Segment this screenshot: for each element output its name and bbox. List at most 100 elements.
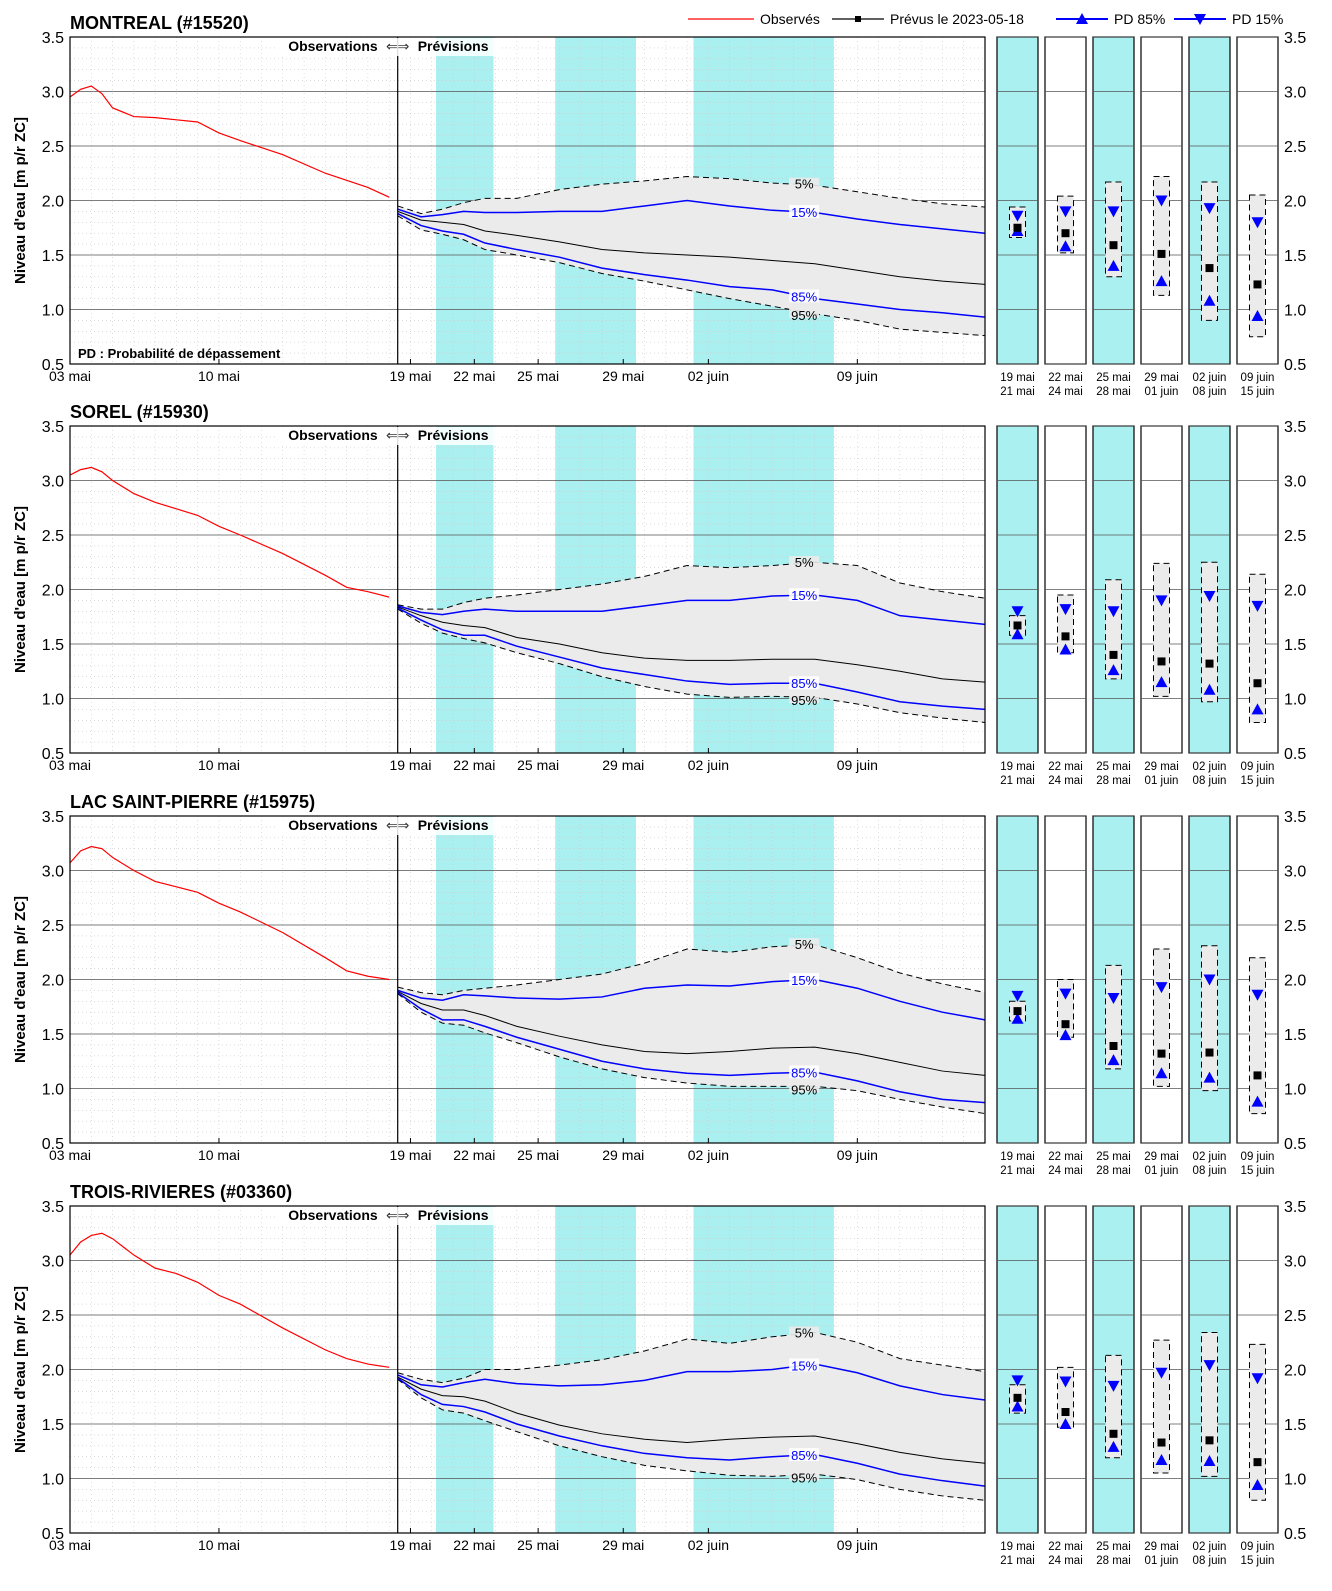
curve-label-bg [789,1448,820,1462]
period-pd15-marker [1059,988,1072,1000]
y-tick-label: 1.5 [42,1417,64,1434]
x-tick-label: 25 mai [517,368,559,384]
previsions-label: Prévisions [418,1207,489,1223]
p5-line [397,561,986,610]
period-range-box [1105,964,1122,1070]
station-panel: SOREL (#15930) Niveau d'eau [m p/r ZC] 5% 1… [12,402,1306,787]
period-pd85-marker [1107,259,1120,271]
period-label-top: 22 mai [1048,1541,1083,1553]
period-label-top: 02 juin [1193,1541,1227,1553]
y-tick-label-right: 3.5 [1284,30,1306,47]
y-tick-label-right: 1.5 [1284,1417,1306,1434]
y-tick-label: 2.0 [42,973,64,990]
panel-title: MONTREAL (#15520) [70,13,249,33]
period-median-marker [1013,1007,1022,1016]
x-tick-label: 03 mai [49,368,91,384]
curve-label-bg [789,588,820,602]
period-pd85-marker [1059,240,1072,252]
arrow-glyph: ⇐⇒ [386,1207,410,1223]
period-label-top: 25 mai [1096,372,1131,384]
previsions-label: Prévisions [418,38,489,54]
curve-label: 5% [795,937,814,952]
period-pd15-marker [1107,606,1120,618]
period-pd85-marker [1059,1029,1072,1041]
period-pd15-marker [1155,595,1168,607]
y-tick-label-right: 2.5 [1284,918,1306,935]
curve-label: 95% [791,693,817,708]
y-tick-label: 0.5 [42,1136,64,1153]
curve-label: 85% [791,1448,817,1463]
period-pd85-marker [1155,1453,1168,1465]
observations-label: Observations [288,1207,378,1223]
period-label-bottom: 28 mai [1096,386,1131,398]
curve-label: 85% [791,1065,817,1080]
observed-line [69,85,390,198]
y-tick-label: 1.5 [42,1027,64,1044]
x-tick-label: 29 mai [602,1537,644,1553]
panel-title: SOREL (#15930) [70,402,209,422]
x-tick-label: 10 mai [198,757,240,773]
y-tick-label-right: 2.5 [1284,528,1306,545]
period-label-bottom: 01 juin [1145,1165,1179,1177]
curve-label-bg [789,1326,820,1340]
period-label-bottom: 08 juin [1193,386,1227,398]
period-median-marker [1061,1020,1070,1029]
x-tick-label: 09 juin [837,757,878,773]
period-pd85-marker [1155,676,1168,688]
pd15-line [397,978,986,1021]
y-tick-label: 3.5 [42,419,64,436]
period-range-box [1201,1331,1218,1477]
station-panels: MONTREAL (#15520) Niveau d'eau [m p/r ZC]… [12,13,1306,1567]
period-pd85-marker [1107,1440,1120,1452]
curve-label-bg [789,1079,820,1093]
period-range-box [1249,194,1266,338]
period-range-box [1201,561,1218,703]
x-tick-label: 19 mai [389,1537,431,1553]
curve-label: 5% [795,555,814,570]
observations-label: Observations [288,427,378,443]
period-label-bottom: 01 juin [1145,775,1179,787]
curve-label: 95% [791,1471,817,1486]
period-median-marker [1157,249,1166,258]
station-panel: TROIS-RIVIERES (#03360) Niveau d'eau [m p… [12,1182,1306,1567]
panel-title: TROIS-RIVIERES (#03360) [70,1182,292,1202]
period-label-top: 09 juin [1241,761,1275,773]
period-pd15-marker [1059,1376,1072,1388]
y-tick-label: 3.5 [42,1199,64,1216]
x-tick-label: 29 mai [602,368,644,384]
y-tick-label-right: 2.5 [1284,139,1306,156]
period-label-top: 19 mai [1000,761,1035,773]
period-label-bottom: 28 mai [1096,775,1131,787]
period-label-top: 29 mai [1144,372,1179,384]
period-label-bottom: 24 mai [1048,775,1083,787]
curve-label: 15% [791,973,817,988]
x-tick-label: 25 mai [517,1537,559,1553]
arrow-glyph: ⇐⇒ [386,817,410,833]
pd85-line [397,212,986,318]
period-pd85-marker [1011,628,1024,640]
pd-note: PD : Probabilité de dépassement [78,346,281,361]
period-label-bottom: 21 mai [1000,775,1035,787]
period-pd15-marker [1107,206,1120,218]
y-tick-label: 0.5 [42,746,64,763]
x-tick-label: 03 mai [49,757,91,773]
x-tick-label: 22 mai [453,368,495,384]
period-range-box [1201,181,1218,321]
obs-fc-label-bg [275,427,502,445]
period-pd15-marker [1251,1373,1264,1385]
y-tick-label-right: 3.5 [1284,809,1306,826]
period-label-top: 29 mai [1144,1151,1179,1163]
y-tick-label: 2.0 [42,194,64,211]
forecast-envelope [397,1332,986,1501]
y-tick-label: 3.0 [42,864,64,881]
x-tick-label: 09 juin [837,368,878,384]
period-pd85-marker [1203,1455,1216,1467]
period-label-bottom: 24 mai [1048,1555,1083,1567]
x-tick-label: 22 mai [453,1537,495,1553]
period-pd15-marker [1251,217,1264,229]
period-median-marker [1109,650,1118,659]
curve-label: 15% [791,588,817,603]
period-label-bottom: 21 mai [1000,386,1035,398]
x-tick-label: 19 mai [389,368,431,384]
period-median-marker [1157,1049,1166,1058]
